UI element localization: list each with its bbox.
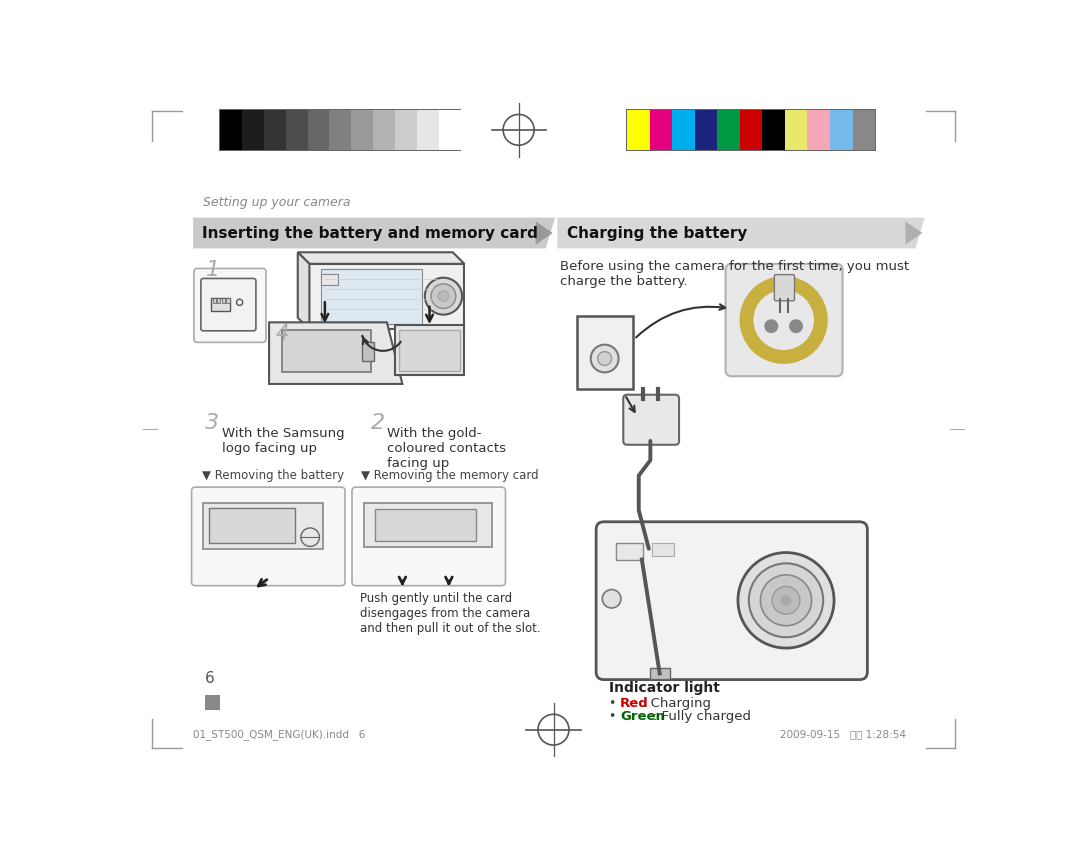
Bar	[211, 299, 230, 311]
Bar	[852, 110, 875, 150]
FancyBboxPatch shape	[191, 487, 345, 585]
Circle shape	[603, 590, 621, 608]
Bar	[227, 299, 230, 303]
Circle shape	[760, 575, 811, 625]
Polygon shape	[269, 323, 403, 384]
Bar	[762, 110, 785, 150]
Bar	[210, 508, 295, 543]
Bar	[740, 110, 762, 150]
Circle shape	[424, 277, 462, 315]
FancyBboxPatch shape	[774, 275, 795, 300]
Polygon shape	[298, 252, 464, 264]
Polygon shape	[905, 221, 922, 245]
Circle shape	[591, 345, 619, 373]
Bar	[203, 503, 323, 549]
Text: 3: 3	[205, 414, 219, 433]
Bar	[650, 668, 670, 679]
Bar	[438, 110, 460, 150]
Bar	[672, 110, 694, 150]
Polygon shape	[309, 264, 464, 329]
Bar	[221, 299, 225, 303]
FancyBboxPatch shape	[623, 395, 679, 445]
Text: Charging the battery: Charging the battery	[567, 226, 747, 241]
Bar	[205, 695, 220, 711]
Text: Green: Green	[620, 711, 665, 723]
Text: With the Samsung
logo facing up: With the Samsung logo facing up	[221, 427, 345, 455]
Polygon shape	[321, 269, 422, 324]
Text: 2: 2	[372, 414, 386, 433]
Circle shape	[748, 563, 823, 637]
Bar	[308, 110, 329, 150]
Text: Indicator light: Indicator light	[609, 681, 720, 695]
Polygon shape	[557, 218, 924, 248]
Circle shape	[431, 284, 456, 308]
Bar	[717, 110, 740, 150]
Bar	[652, 543, 674, 556]
Bar	[362, 341, 374, 361]
Bar	[217, 299, 220, 303]
Text: 01_ST500_QSM_ENG(UK).indd   6: 01_ST500_QSM_ENG(UK).indd 6	[193, 729, 365, 740]
Bar	[220, 110, 242, 150]
Bar	[694, 110, 717, 150]
Circle shape	[781, 596, 791, 605]
Circle shape	[789, 319, 804, 333]
Bar	[417, 110, 438, 150]
Bar	[321, 274, 338, 284]
Bar	[627, 110, 650, 150]
Bar	[785, 110, 808, 150]
Text: Inserting the battery and memory card: Inserting the battery and memory card	[202, 226, 538, 241]
Bar	[219, 109, 461, 151]
Bar	[400, 330, 460, 371]
Text: 2009-09-15   오후 1:28:54: 2009-09-15 오후 1:28:54	[780, 729, 906, 740]
Polygon shape	[193, 218, 555, 248]
Bar	[808, 110, 831, 150]
Text: Before using the camera for the first time, you must
charge the battery.: Before using the camera for the first ti…	[559, 260, 909, 288]
Circle shape	[738, 552, 834, 648]
Text: •: •	[609, 711, 624, 723]
Bar	[373, 110, 395, 150]
Text: Push gently until the card
disengages from the camera
and then pull it out of th: Push gently until the card disengages fr…	[360, 591, 540, 635]
FancyBboxPatch shape	[352, 487, 505, 585]
FancyBboxPatch shape	[596, 522, 867, 680]
Bar	[626, 109, 876, 151]
Bar	[650, 110, 672, 150]
FancyBboxPatch shape	[201, 278, 256, 331]
Text: : Fully charged: : Fully charged	[652, 711, 751, 723]
Bar	[364, 503, 491, 547]
Bar	[351, 110, 373, 150]
Bar	[577, 317, 633, 389]
Text: ▼ Removing the battery: ▼ Removing the battery	[202, 470, 345, 483]
Circle shape	[765, 319, 779, 333]
Text: ▼ Removing the memory card: ▼ Removing the memory card	[362, 470, 539, 483]
Text: With the gold-
coloured contacts
facing up: With the gold- coloured contacts facing …	[387, 427, 505, 470]
Bar	[616, 543, 643, 560]
Text: •: •	[609, 697, 624, 710]
Bar	[375, 509, 476, 541]
Bar	[282, 330, 372, 373]
FancyBboxPatch shape	[726, 264, 842, 376]
Text: 1: 1	[206, 260, 220, 280]
Bar	[831, 110, 852, 150]
Bar	[631, 549, 652, 559]
Bar	[395, 110, 417, 150]
Bar	[286, 110, 308, 150]
Text: : Charging: : Charging	[642, 697, 711, 710]
Polygon shape	[298, 252, 309, 329]
Text: Red: Red	[620, 697, 649, 710]
Text: 6: 6	[205, 671, 215, 687]
Bar	[394, 325, 464, 375]
Bar	[329, 110, 351, 150]
Polygon shape	[536, 221, 553, 245]
Bar	[213, 299, 216, 303]
FancyBboxPatch shape	[194, 268, 266, 342]
Text: Setting up your camera: Setting up your camera	[203, 196, 351, 209]
Text: 4: 4	[276, 324, 289, 344]
Circle shape	[597, 351, 611, 365]
Circle shape	[772, 586, 800, 614]
Circle shape	[438, 291, 449, 301]
Bar	[264, 110, 286, 150]
Bar	[242, 110, 264, 150]
